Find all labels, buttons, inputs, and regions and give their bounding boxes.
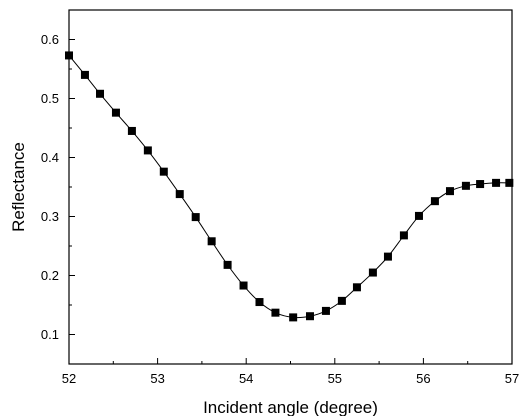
y-tick-label: 0.6 [41,32,59,47]
x-tick-label: 56 [416,371,430,386]
data-point [476,180,485,189]
data-point [175,190,184,199]
plot-frame [68,9,513,365]
series-markers [65,51,514,322]
x-tick-label: 57 [505,371,519,386]
data-point [352,283,361,292]
x-tick-label: 52 [62,371,76,386]
x-axis-ticks: 52 53 54 55 56 57 [62,358,519,386]
data-point [96,89,105,98]
y-axis-ticks: 0.1 0.2 0.3 0.4 0.5 0.6 [41,9,75,342]
x-axis-label: Incident angle (degree) [203,398,378,416]
data-point [492,178,501,187]
y-tick-label: 0.3 [41,209,59,224]
data-point [337,296,346,305]
data-point [289,313,298,322]
data-point [239,281,248,290]
data-point [127,126,136,135]
data-point [430,197,439,206]
data-point [461,181,470,190]
data-point [414,211,423,220]
x-tick-label: 54 [239,371,253,386]
data-point [383,252,392,261]
y-tick-label: 0.4 [41,150,59,165]
data-point [445,187,454,196]
data-point [305,312,314,321]
y-tick-label: 0.2 [41,268,59,283]
data-point [207,237,216,246]
data-point [65,51,73,60]
data-point [368,268,377,277]
data-point [143,146,152,155]
data-point [191,213,200,222]
data-point [399,231,408,240]
y-tick-label: 0.5 [41,91,59,106]
data-point [271,308,280,317]
data-point [159,167,168,176]
y-tick-label: 0.1 [41,327,59,342]
data-point [223,260,232,269]
data-point [80,70,89,79]
data-point [255,298,264,307]
data-point [321,306,330,315]
y-axis-label: Reflectance [9,142,28,232]
x-tick-label: 55 [328,371,342,386]
data-point [111,108,120,117]
x-tick-label: 53 [150,371,164,386]
data-point [505,178,514,187]
series-line [68,55,510,319]
